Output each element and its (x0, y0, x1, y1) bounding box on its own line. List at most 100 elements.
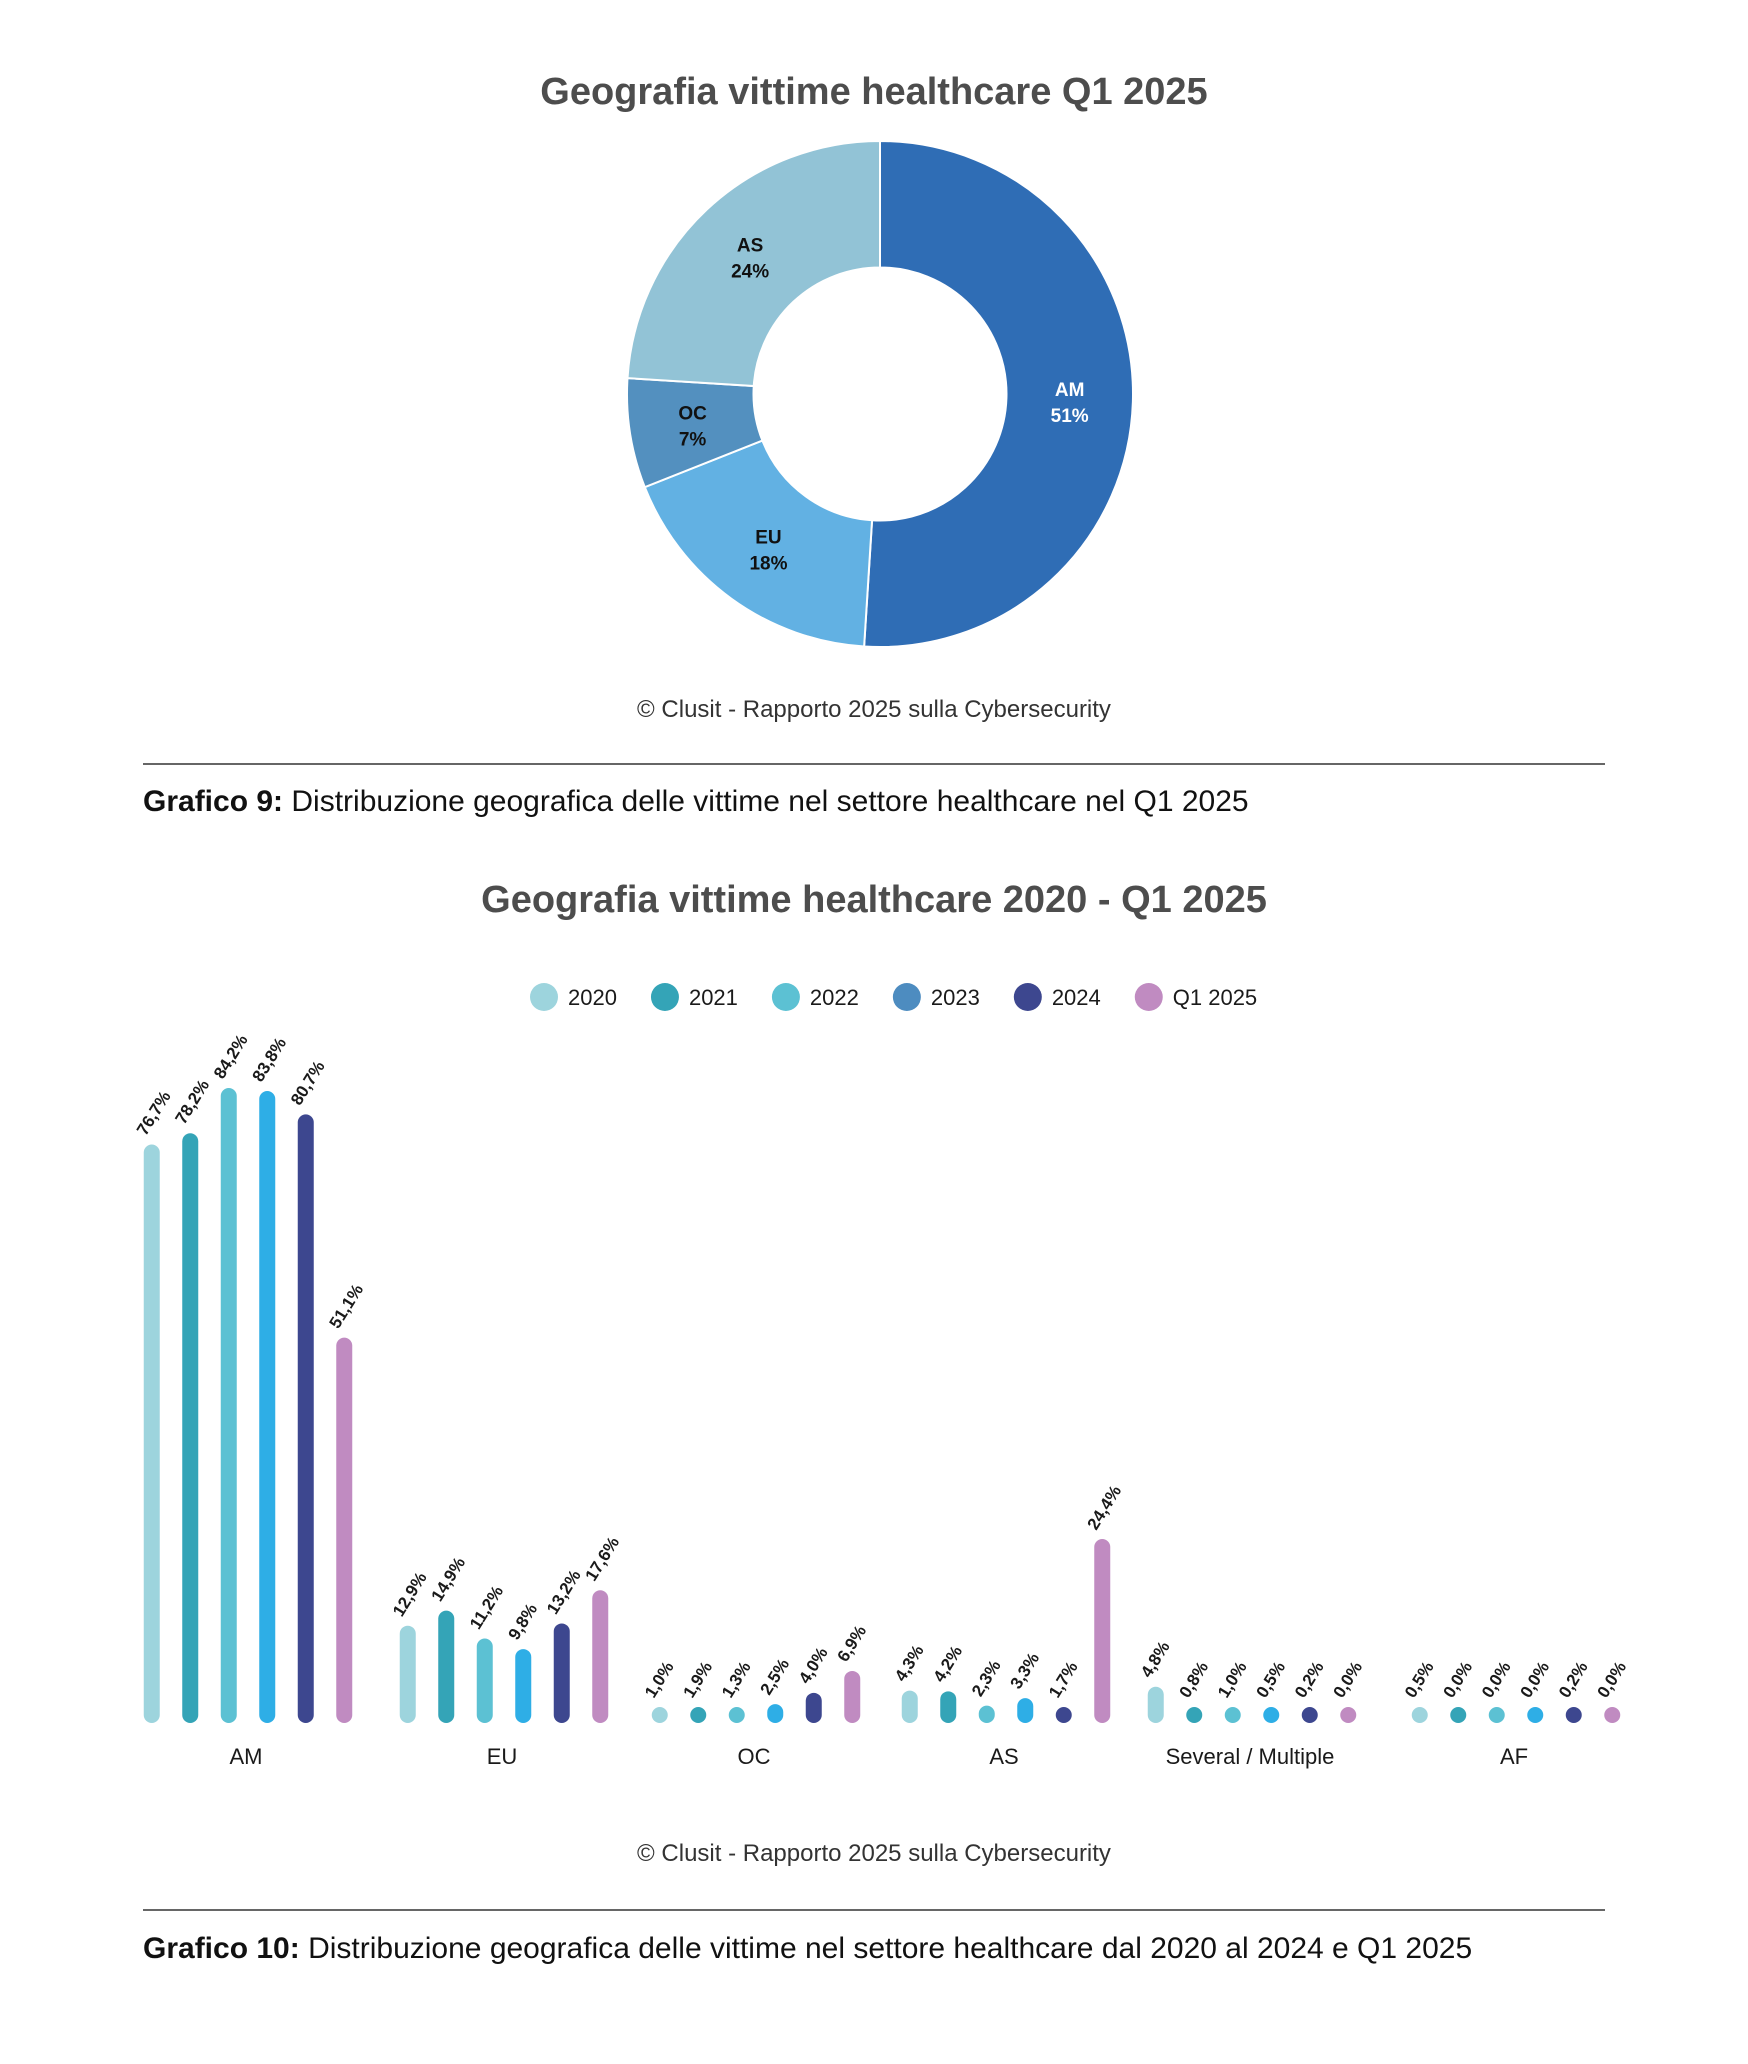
bar-af-q1-2025 (1604, 1707, 1621, 1723)
legend-label-2020: 2020 (568, 985, 617, 1010)
bar-am-2023 (259, 1091, 276, 1723)
bar-label-as-2022: 2,3% (968, 1657, 1005, 1700)
bar-label-as-2021: 4,2% (930, 1643, 967, 1686)
bar-chart-legend: 2020 2021 2022 2023 2024 Q1 2025 (530, 983, 1257, 1011)
legend-swatch-2021 (650, 983, 679, 1011)
category-label-oc: OC (738, 1744, 771, 1769)
bar-am-2021 (182, 1133, 199, 1723)
bar-eu-2024 (553, 1623, 570, 1723)
legend-swatch-q1-2025 (1134, 983, 1163, 1011)
bar-label-several-multiple-q1-2025: 0,0% (1330, 1658, 1367, 1701)
bar-label-oc-2022: 1,3% (718, 1658, 755, 1701)
bar-label-oc-2021: 1,9% (680, 1658, 717, 1701)
bar-label-af-2022: 0,0% (1478, 1658, 1515, 1701)
bar-label-oc-q1-2025: 6,9% (834, 1622, 871, 1665)
donut-slice-name-as: AS (737, 236, 763, 257)
bar-as-2022 (978, 1705, 995, 1723)
bar-several-multiple-2022 (1224, 1707, 1241, 1723)
bar-eu-2023 (515, 1649, 532, 1723)
bar-label-oc-2023: 2,5% (757, 1655, 794, 1698)
caption-grafico-9-text: Distribuzione geografica delle vittime n… (283, 785, 1249, 818)
bar-label-af-2020: 0,5% (1401, 1658, 1438, 1701)
donut-slice-eu (643, 439, 874, 648)
bar-label-eu-2023: 9,8% (505, 1600, 542, 1643)
bar-eu-2022 (476, 1638, 493, 1723)
donut-chart-title: Geografia vittime healthcare Q1 2025 (540, 71, 1207, 113)
legend-label-2021: 2021 (689, 985, 738, 1010)
donut-slice-name-am: AM (1055, 380, 1085, 401)
donut-slice-am (863, 139, 1134, 648)
caption-grafico-10-text: Distribuzione geografica delle vittime n… (300, 1932, 1472, 1965)
bar-label-several-multiple-2022: 1,0% (1214, 1658, 1251, 1701)
donut-slice-value-eu: 18% (749, 554, 787, 575)
bar-eu-q1-2025 (592, 1590, 609, 1723)
donut-chart: AM 51% EU 18% OC 7% AS 24% (626, 139, 1134, 648)
category-label-as: AS (989, 1744, 1018, 1769)
bar-label-am-2021: 78,2% (172, 1076, 214, 1127)
bar-am-q1-2025 (336, 1337, 353, 1723)
category-label-eu: EU (487, 1744, 518, 1769)
bar-label-af-q1-2025: 0,0% (1594, 1658, 1631, 1701)
legend-label-2023: 2023 (931, 985, 980, 1010)
donut-slice-name-eu: EU (755, 528, 781, 549)
bar-label-af-2023: 0,0% (1517, 1658, 1554, 1701)
bar-oc-2020 (651, 1707, 668, 1723)
bar-label-am-q1-2025: 51,1% (326, 1281, 368, 1332)
bar-label-several-multiple-2023: 0,5% (1253, 1658, 1290, 1701)
bar-am-2022 (220, 1088, 237, 1723)
donut-slice-as (626, 139, 881, 388)
bar-eu-2020 (399, 1625, 416, 1723)
bar-label-several-multiple-2020: 4,8% (1137, 1638, 1174, 1681)
bar-as-2023 (1017, 1698, 1034, 1723)
legend-swatch-2020 (530, 983, 558, 1011)
legend-swatch-2024 (1013, 983, 1042, 1011)
bar-several-multiple-q1-2025 (1340, 1707, 1357, 1723)
donut-slice-value-as: 24% (731, 262, 769, 283)
bar-label-oc-2024: 4,0% (795, 1644, 832, 1687)
category-label-af: AF (1500, 1744, 1528, 1769)
bar-chart-title: Geografia vittime healthcare 2020 - Q1 2… (481, 879, 1267, 921)
bar-label-several-multiple-2021: 0,8% (1176, 1658, 1213, 1701)
legend-label-q1-2025: Q1 2025 (1173, 985, 1257, 1010)
bar-label-am-2022: 84,2% (210, 1031, 252, 1082)
bar-label-as-2024: 1,7% (1045, 1658, 1082, 1701)
bar-as-2020 (901, 1690, 918, 1723)
bar-as-q1-2025 (1094, 1538, 1111, 1723)
bar-label-am-2020: 76,7% (133, 1088, 175, 1139)
bar-label-eu-2021: 14,9% (428, 1554, 470, 1605)
bar-oc-2024 (805, 1692, 822, 1723)
bar-as-2021 (940, 1691, 957, 1723)
legend-label-2024: 2024 (1052, 985, 1101, 1010)
bar-label-eu-q1-2025: 17,6% (582, 1533, 624, 1584)
legend-label-2022: 2022 (810, 985, 859, 1010)
caption-grafico-10: Grafico 10: Distribuzione geografica del… (143, 1932, 1472, 1965)
bar-label-as-2020: 4,3% (891, 1642, 928, 1685)
bar-af-2020 (1411, 1707, 1428, 1723)
bar-oc-2022 (728, 1707, 745, 1723)
bar-several-multiple-2020 (1147, 1686, 1164, 1723)
category-label-several-multiple: Several / Multiple (1166, 1744, 1335, 1769)
bar-am-2024 (297, 1114, 314, 1723)
bar-af-2022 (1488, 1707, 1505, 1723)
bar-as-2024 (1055, 1707, 1072, 1723)
bar-several-multiple-2023 (1263, 1707, 1280, 1723)
bar-label-several-multiple-2024: 0,2% (1291, 1658, 1328, 1701)
bar-af-2023 (1527, 1707, 1544, 1723)
caption-grafico-9: Grafico 9: Distribuzione geografica dell… (143, 785, 1249, 818)
category-label-am: AM (230, 1744, 263, 1769)
bar-label-af-2024: 0,2% (1555, 1658, 1592, 1701)
donut-slice-value-am: 51% (1051, 406, 1089, 427)
bar-label-eu-2020: 12,9% (389, 1569, 431, 1620)
bar-eu-2021 (438, 1610, 455, 1723)
donut-chart-credit: © Clusit - Rapporto 2025 sulla Cybersecu… (637, 696, 1111, 723)
bar-chart-credit: © Clusit - Rapporto 2025 sulla Cybersecu… (637, 1840, 1111, 1867)
bar-oc-q1-2025 (844, 1670, 861, 1723)
bar-af-2024 (1565, 1707, 1582, 1723)
bar-label-as-2023: 3,3% (1007, 1649, 1044, 1692)
caption-grafico-9-number: Grafico 9: (143, 785, 283, 818)
bar-label-am-2023: 83,8% (249, 1034, 291, 1085)
bar-label-eu-2024: 13,2% (543, 1567, 585, 1618)
bar-several-multiple-2021 (1186, 1707, 1203, 1723)
bar-label-am-2024: 80,7% (287, 1058, 329, 1109)
